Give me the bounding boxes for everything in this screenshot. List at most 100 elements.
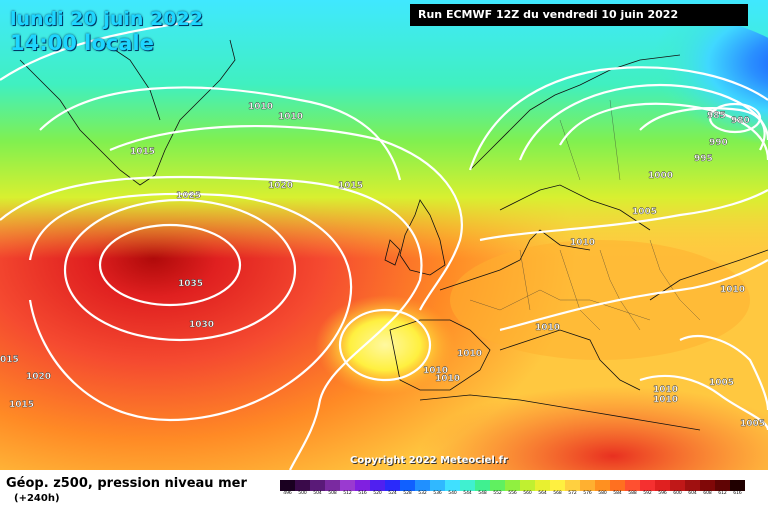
- scale-label: 556: [508, 491, 517, 496]
- scale-label: 552: [493, 491, 502, 496]
- iso-1010-c: 1010: [570, 238, 595, 248]
- isobar-1030: [63, 198, 297, 342]
- iso-1005-se: 1005: [709, 378, 734, 388]
- scale-color: [655, 480, 670, 491]
- scale-swatch: 604: [685, 480, 700, 496]
- scale-swatch: 584: [610, 480, 625, 496]
- scale-color: [400, 480, 415, 491]
- scale-label: 600: [673, 491, 682, 496]
- iso-1020-c: 1020: [268, 181, 293, 191]
- isobar-1025: [28, 192, 353, 422]
- scale-label: 540: [448, 491, 457, 496]
- isobar-1010-se: [679, 335, 768, 411]
- forecast-time: 14:00 locale: [10, 31, 154, 55]
- scale-label: 592: [643, 491, 652, 496]
- scale-label: 608: [703, 491, 712, 496]
- iso-1010-se2: 1010: [653, 395, 678, 405]
- scale-color: [550, 480, 565, 491]
- scale-color: [325, 480, 340, 491]
- scale-label: 508: [328, 491, 337, 496]
- isobar-labels: 1010 1010 1015 1025 1020 1015 1035 1030 …: [0, 15, 765, 429]
- iso-985: 985: [707, 111, 726, 121]
- scale-color: [565, 480, 580, 491]
- legend-subtitle: (+240h): [14, 493, 60, 504]
- scale-color: [430, 480, 445, 491]
- iso-1010-ib2: 1010: [423, 366, 448, 376]
- color-scale: 496 500 504 508 512 516 520 524 528 532 536 540 544 5…: [280, 480, 745, 496]
- scale-color: [295, 480, 310, 491]
- iso-1010-ib3: 1010: [435, 374, 460, 384]
- scale-swatch: 564: [535, 480, 550, 496]
- scale-swatch: 592: [640, 480, 655, 496]
- scale-label: 568: [553, 491, 562, 496]
- scale-swatch: 532: [415, 480, 430, 496]
- iso-5-top: 5: [170, 15, 176, 25]
- iso-1030: 1030: [189, 320, 214, 330]
- scale-swatch: 540: [445, 480, 460, 496]
- scale-swatch: 588: [625, 480, 640, 496]
- scale-swatch: 496: [280, 480, 295, 496]
- scale-color: [535, 480, 550, 491]
- scale-label: 532: [418, 491, 427, 496]
- scale-label: 548: [478, 491, 487, 496]
- borders: [469, 99, 701, 331]
- scale-swatch: 568: [550, 480, 565, 496]
- iso-1010-ib1: 1010: [457, 349, 482, 359]
- scale-swatch: 544: [460, 480, 475, 496]
- isobar-1035: [98, 223, 242, 307]
- iso-1010-nw: 1010: [248, 102, 273, 112]
- scale-swatch: 616: [730, 480, 745, 496]
- scale-label: 576: [583, 491, 592, 496]
- scale-swatch: 524: [385, 480, 400, 496]
- isobar-1000-n: [518, 83, 768, 161]
- scale-label: 516: [358, 491, 367, 496]
- iso-1020-sw: 1020: [26, 372, 51, 382]
- scale-label: 572: [568, 491, 577, 496]
- scale-label: 536: [433, 491, 442, 496]
- scale-swatch: 548: [475, 480, 490, 496]
- scale-swatch: 600: [670, 480, 685, 496]
- scale-swatch: 576: [580, 480, 595, 496]
- scale-label: 616: [733, 491, 742, 496]
- copyright: Copyright 2022 Meteociel.fr: [350, 455, 508, 466]
- scale-label: 560: [523, 491, 532, 496]
- isobar-995: [559, 102, 768, 161]
- isobar-1010-c: [479, 189, 768, 242]
- iso-1015-w: 1015: [130, 147, 155, 157]
- scale-color: [415, 480, 430, 491]
- iso-1015-c: 1015: [338, 181, 363, 191]
- scale-color: [700, 480, 715, 491]
- scale-label: 588: [628, 491, 637, 496]
- scale-label: 504: [313, 491, 322, 496]
- scale-swatch: 560: [520, 480, 535, 496]
- scale-label: 596: [658, 491, 667, 496]
- scale-swatch: 552: [490, 480, 505, 496]
- scale-color: [580, 480, 595, 491]
- scale-swatch: 572: [565, 480, 580, 496]
- isobar-1015-n: [0, 18, 201, 81]
- scale-swatch: 608: [700, 480, 715, 496]
- scale-label: 528: [403, 491, 412, 496]
- weather-map: 1010 1010 1015 1025 1020 1015 1035 1030 …: [0, 0, 768, 470]
- scale-swatch: 536: [430, 480, 445, 496]
- scale-color: [685, 480, 700, 491]
- iso-1010-fr: 1010: [535, 323, 560, 333]
- scale-color: [520, 480, 535, 491]
- isobar-1015: [109, 124, 463, 311]
- scale-label: 544: [463, 491, 472, 496]
- scale-color: [460, 480, 475, 491]
- scale-color: [355, 480, 370, 491]
- run-info: Run ECMWF 12Z du vendredi 10 juin 2022: [410, 4, 748, 26]
- iso-980: 980: [731, 116, 750, 126]
- scale-color: [385, 480, 400, 491]
- scale-color: [310, 480, 325, 491]
- isobar-1005-se: [639, 374, 768, 431]
- scale-color: [490, 480, 505, 491]
- iso-1010-n: 1010: [278, 112, 303, 122]
- scale-label: 580: [598, 491, 607, 496]
- legend-title: Géop. z500, pression niveau mer: [6, 476, 247, 491]
- iso-1005-far: 1005: [740, 419, 765, 429]
- scale-color: [475, 480, 490, 491]
- scale-color: [640, 480, 655, 491]
- iso-1010-e: 1010: [720, 285, 745, 295]
